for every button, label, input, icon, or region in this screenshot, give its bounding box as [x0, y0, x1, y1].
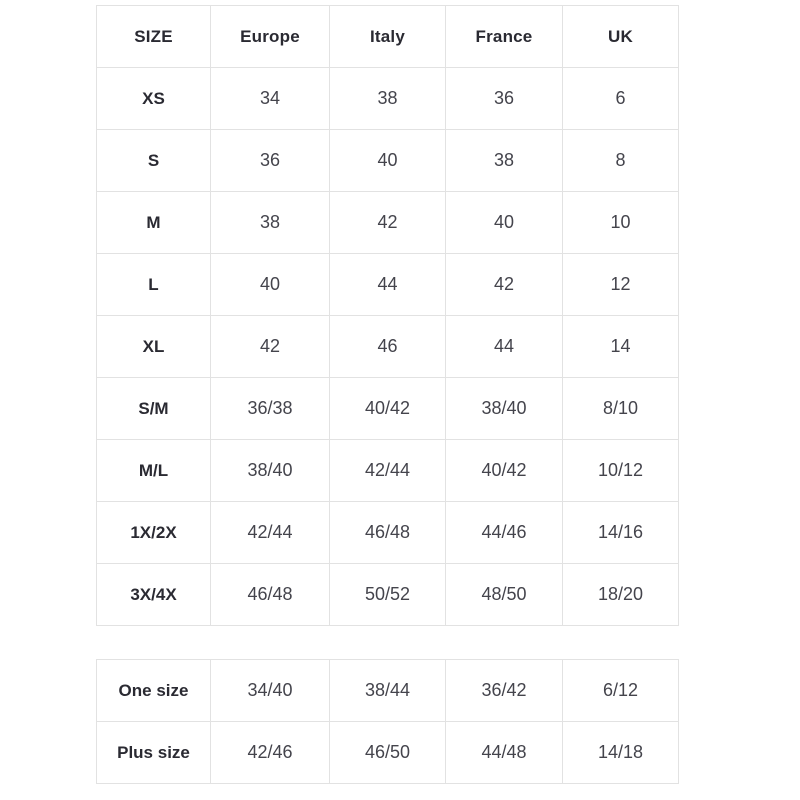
cell-france: 36 — [445, 67, 563, 130]
table-row-ml: M/L 38/40 42/44 40/42 10/12 — [96, 439, 679, 502]
table-row-sm: S/M 36/38 40/42 38/40 8/10 — [96, 377, 679, 440]
cell-italy: 44 — [329, 253, 446, 316]
cell-uk: 10 — [562, 191, 679, 254]
column-header-italy: Italy — [329, 5, 446, 68]
column-header-size: SIZE — [96, 5, 211, 68]
table-row-one-size: One size 34/40 38/44 36/42 6/12 — [96, 659, 679, 722]
cell-uk: 18/20 — [562, 563, 679, 626]
cell-italy: 38 — [329, 67, 446, 130]
cell-uk: 14/18 — [562, 721, 679, 784]
cell-france: 36/42 — [445, 659, 563, 722]
cell-uk: 12 — [562, 253, 679, 316]
table-row-m: M 38 42 40 10 — [96, 191, 679, 254]
cell-europe: 36/38 — [210, 377, 330, 440]
cell-italy: 46/50 — [329, 721, 446, 784]
table-row-xs: XS 34 38 36 6 — [96, 67, 679, 130]
table-row-3x4x: 3X/4X 46/48 50/52 48/50 18/20 — [96, 563, 679, 626]
cell-italy: 50/52 — [329, 563, 446, 626]
cell-france: 38/40 — [445, 377, 563, 440]
row-label: S/M — [96, 377, 211, 440]
row-label: Plus size — [96, 721, 211, 784]
cell-europe: 36 — [210, 129, 330, 192]
column-header-france: France — [445, 5, 563, 68]
cell-uk: 10/12 — [562, 439, 679, 502]
cell-europe: 42/44 — [210, 501, 330, 564]
row-label: M — [96, 191, 211, 254]
cell-europe: 42 — [210, 315, 330, 378]
cell-france: 38 — [445, 129, 563, 192]
cell-france: 40 — [445, 191, 563, 254]
table-row-s: S 36 40 38 8 — [96, 129, 679, 192]
cell-uk: 8/10 — [562, 377, 679, 440]
cell-europe: 40 — [210, 253, 330, 316]
row-label: XS — [96, 67, 211, 130]
cell-uk: 8 — [562, 129, 679, 192]
table-row-l: L 40 44 42 12 — [96, 253, 679, 316]
cell-italy: 40/42 — [329, 377, 446, 440]
table-row-1x2x: 1X/2X 42/44 46/48 44/46 14/16 — [96, 501, 679, 564]
row-label: One size — [96, 659, 211, 722]
row-label: S — [96, 129, 211, 192]
cell-uk: 14 — [562, 315, 679, 378]
cell-italy: 40 — [329, 129, 446, 192]
cell-italy: 46/48 — [329, 501, 446, 564]
cell-italy: 42 — [329, 191, 446, 254]
row-label: XL — [96, 315, 211, 378]
cell-france: 40/42 — [445, 439, 563, 502]
cell-italy: 38/44 — [329, 659, 446, 722]
cell-france: 44/48 — [445, 721, 563, 784]
cell-europe: 46/48 — [210, 563, 330, 626]
cell-uk: 6/12 — [562, 659, 679, 722]
row-label: L — [96, 253, 211, 316]
cell-europe: 38/40 — [210, 439, 330, 502]
cell-europe: 34 — [210, 67, 330, 130]
size-conversion-table: SIZE Europe Italy France UK XS 34 38 36 … — [96, 5, 679, 626]
cell-france: 48/50 — [445, 563, 563, 626]
row-label: 1X/2X — [96, 501, 211, 564]
header-row: SIZE Europe Italy France UK — [96, 5, 679, 68]
cell-uk: 14/16 — [562, 501, 679, 564]
row-label: 3X/4X — [96, 563, 211, 626]
cell-france: 44 — [445, 315, 563, 378]
column-header-europe: Europe — [210, 5, 330, 68]
cell-france: 42 — [445, 253, 563, 316]
cell-europe: 38 — [210, 191, 330, 254]
table-row-plus-size: Plus size 42/46 46/50 44/48 14/18 — [96, 721, 679, 784]
cell-italy: 46 — [329, 315, 446, 378]
special-sizes-table: One size 34/40 38/44 36/42 6/12 Plus siz… — [96, 659, 679, 784]
cell-europe: 34/40 — [210, 659, 330, 722]
cell-europe: 42/46 — [210, 721, 330, 784]
column-header-uk: UK — [562, 5, 679, 68]
cell-italy: 42/44 — [329, 439, 446, 502]
cell-france: 44/46 — [445, 501, 563, 564]
table-row-xl: XL 42 46 44 14 — [96, 315, 679, 378]
row-label: M/L — [96, 439, 211, 502]
cell-uk: 6 — [562, 67, 679, 130]
